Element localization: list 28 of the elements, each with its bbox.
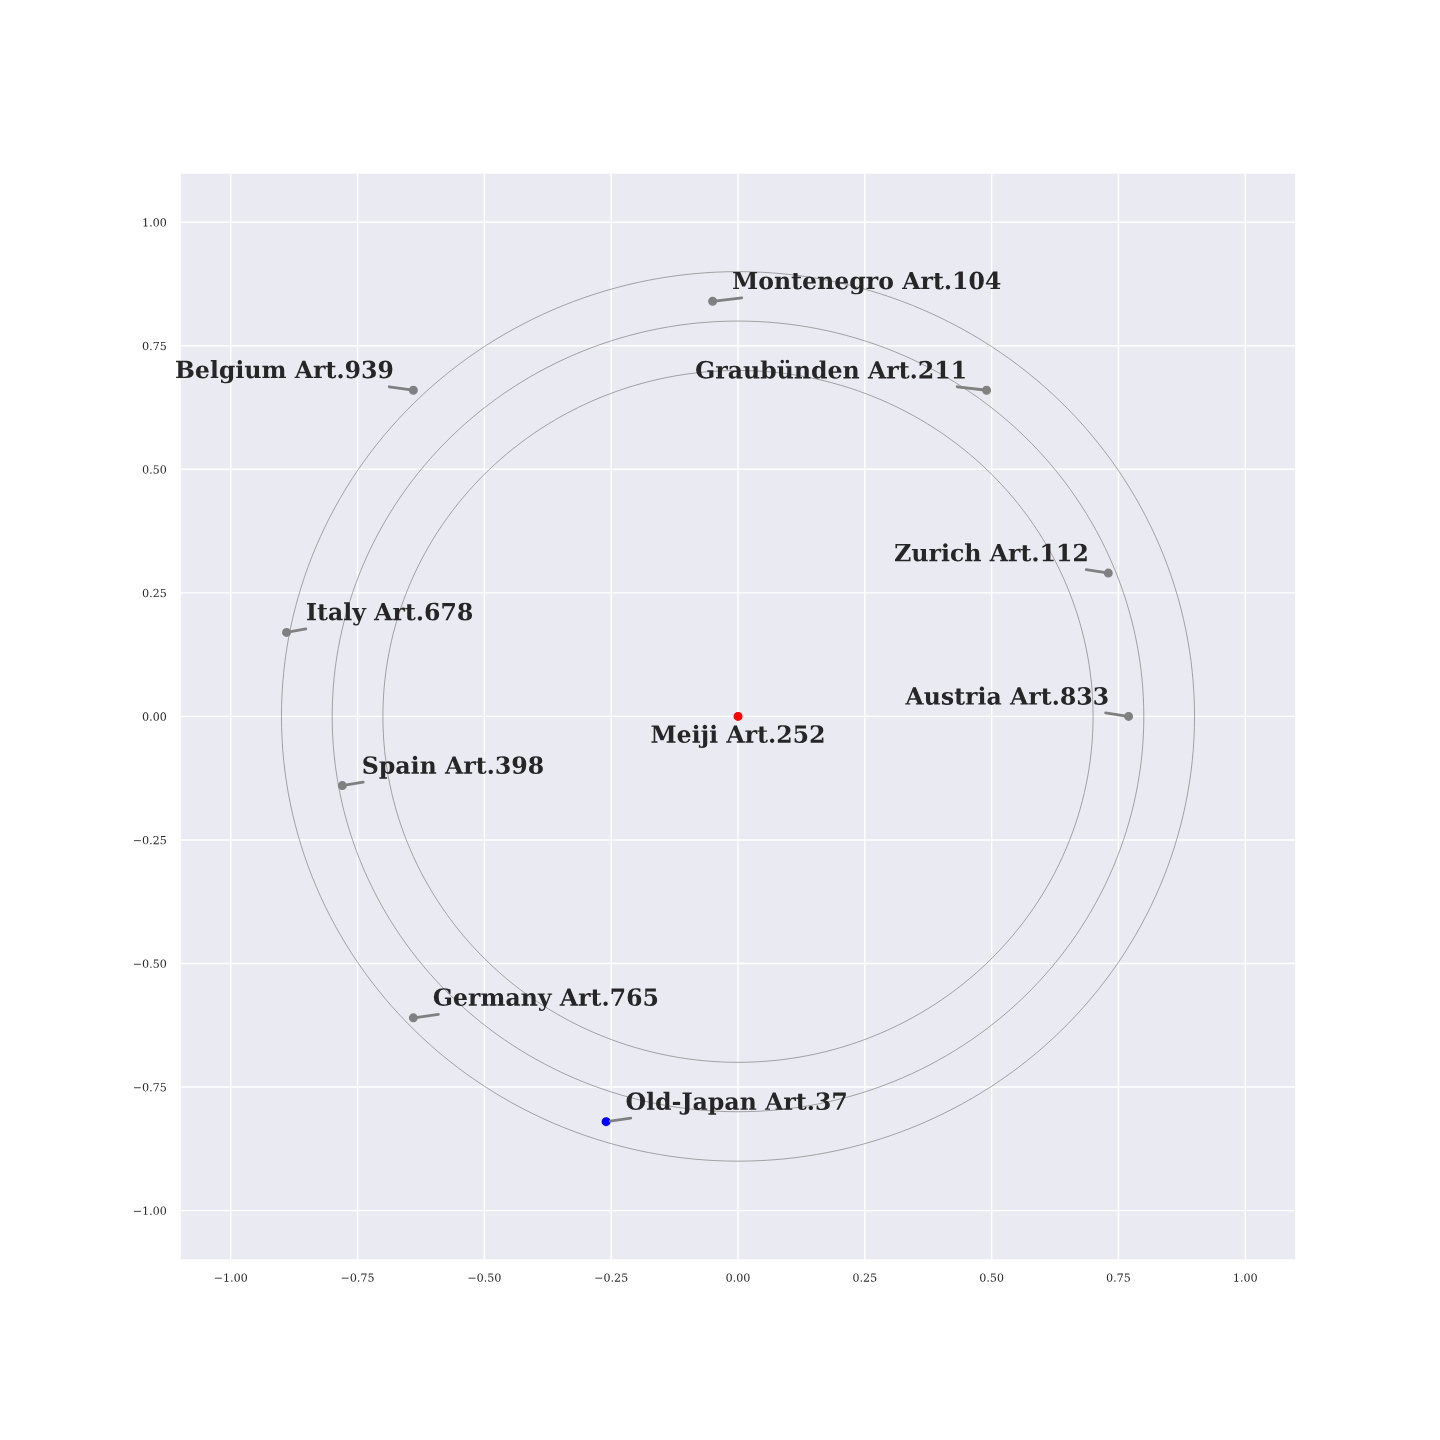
y-tick-label: 0.00 [142, 712, 167, 721]
data-label: Italy Art.678 [307, 602, 473, 626]
y-tick-label: 0.75 [142, 341, 166, 351]
data-label: Germany Art.765 [433, 988, 658, 1011]
x-tick-label: −0.25 [595, 1273, 628, 1282]
y-tick-label: −0.50 [133, 959, 167, 968]
data-label: Spain Art.398 [363, 755, 543, 779]
x-tick-label: 0.50 [980, 1273, 1004, 1282]
data-label: Austria Art.833 [905, 686, 1108, 705]
x-tick-label: 0.00 [726, 1273, 750, 1282]
data-label: Montenegro Art.104 [733, 271, 1001, 295]
y-tick-label: 0.50 [142, 465, 167, 474]
y-tick-label: 0.25 [142, 588, 166, 598]
data-label: Old-Japan Art.37 [626, 1091, 846, 1115]
data-label: Meiji Art.252 [651, 724, 824, 748]
x-tick-label: 0.75 [1106, 1273, 1130, 1282]
y-tick-label: 1.00 [143, 218, 167, 227]
x-tick-label: 0.25 [853, 1273, 877, 1282]
data-label: Zurich Art.112 [895, 543, 1087, 562]
x-tick-label: −0.75 [341, 1273, 374, 1282]
y-tick-label: −0.25 [133, 835, 166, 845]
x-tick-label: −0.50 [468, 1273, 501, 1282]
data-label: Belgium Art.939 [176, 360, 393, 384]
x-tick-label: 1.00 [1234, 1273, 1257, 1282]
data-label: Graubünden Art.211 [696, 359, 965, 379]
x-tick-label: −1.00 [214, 1273, 248, 1282]
y-tick-label: −1.00 [133, 1206, 167, 1215]
y-tick-label: −0.75 [133, 1083, 166, 1092]
